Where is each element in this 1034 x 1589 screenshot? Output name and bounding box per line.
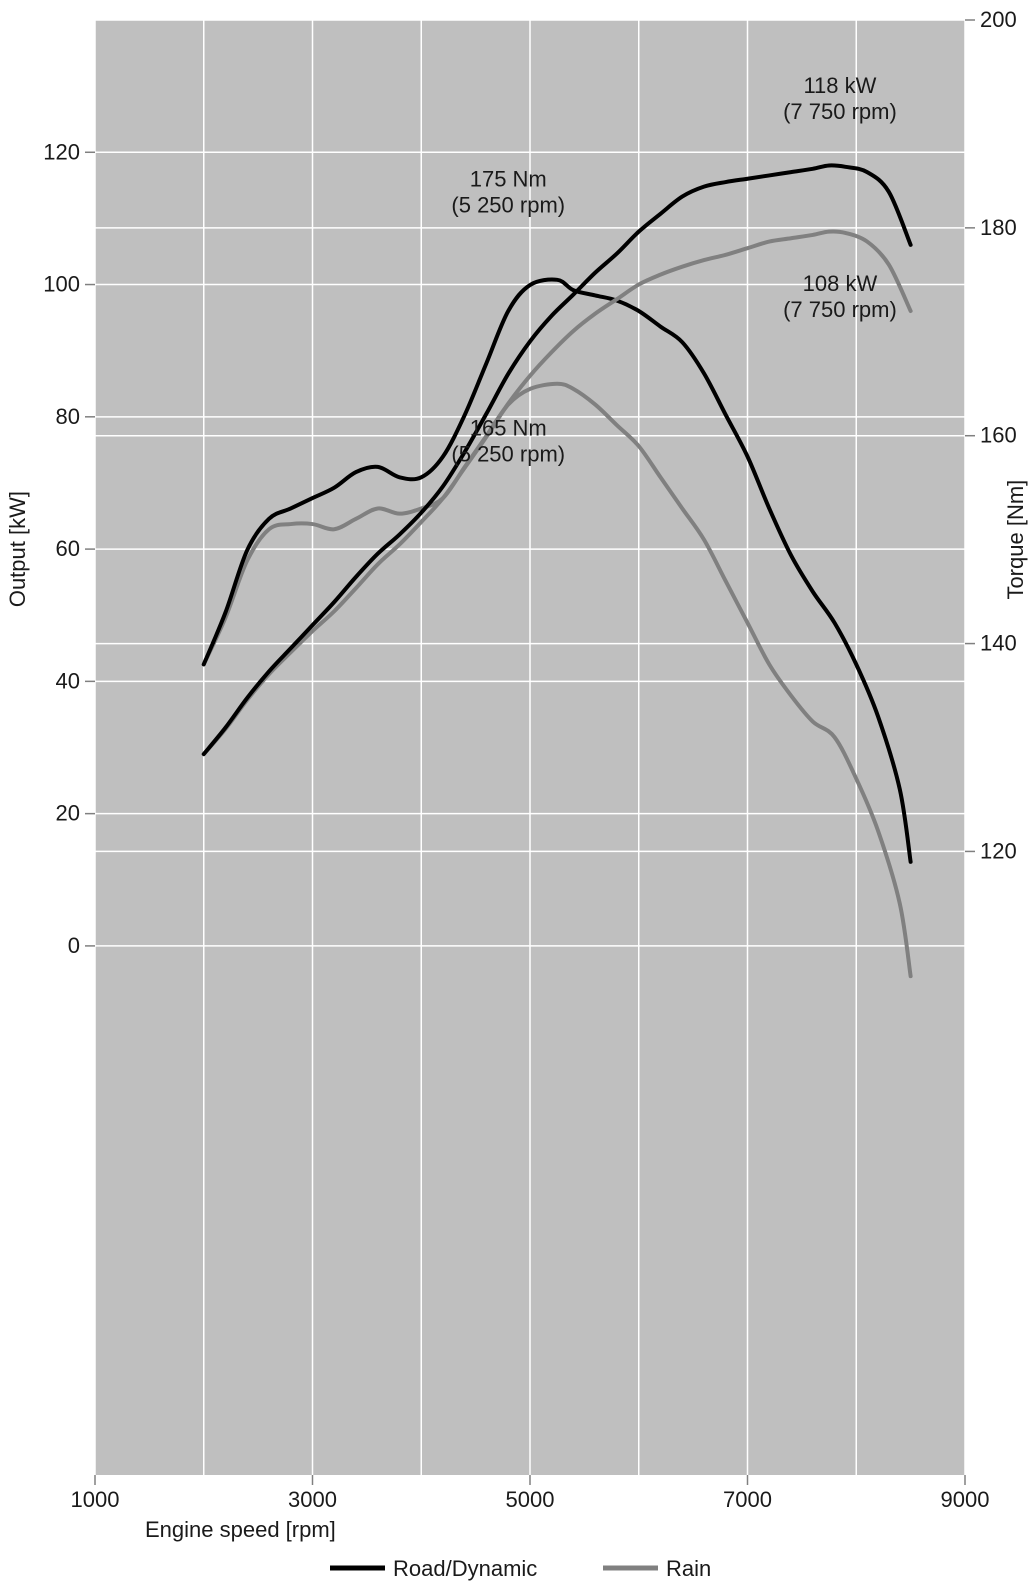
torque_rain_peak-line2: (5 250 rpm) (451, 442, 565, 467)
torque_rain_peak-line1: 165 Nm (470, 416, 547, 441)
y-left-tick-label: 100 (43, 272, 80, 297)
y-left-tick-label: 60 (56, 536, 80, 561)
y-left-tick-label: 120 (43, 139, 80, 164)
x-tick-label: 1000 (71, 1487, 120, 1512)
x-axis-label: Engine speed [rpm] (145, 1517, 336, 1542)
x-tick-label: 9000 (941, 1487, 990, 1512)
y-left-tick-label: 40 (56, 668, 80, 693)
output_road_peak-line1: 118 kW (803, 73, 876, 98)
engine-chart: 1000 3000 5000 7000 9000 0 20 40 60 80 100 120 120 14… (0, 0, 1034, 1589)
chart-container: 1000 3000 5000 7000 9000 0 20 40 60 80 100 120 120 14… (0, 0, 1034, 1589)
legend-label-1: Rain (666, 1556, 711, 1581)
y-right-tick-label: 140 (980, 631, 1017, 656)
y-left-axis-label: Output [kW] (5, 491, 30, 607)
y-left-tick-label: 0 (68, 933, 80, 958)
x-tick-label: 5000 (506, 1487, 555, 1512)
output_road_peak-line2: (7 750 rpm) (783, 99, 897, 124)
y-right-tick-label: 160 (980, 423, 1017, 448)
output_rain_peak-line2: (7 750 rpm) (783, 297, 897, 322)
output_rain_peak-line1: 108 kW (803, 271, 878, 296)
y-left-tick-label: 80 (56, 404, 80, 429)
y-right-tick-label: 120 (980, 838, 1017, 863)
x-tick-label: 7000 (723, 1487, 772, 1512)
torque_road_peak-line2: (5 250 rpm) (451, 192, 565, 217)
legend-label-0: Road/Dynamic (393, 1556, 537, 1581)
x-tick-label: 3000 (288, 1487, 337, 1512)
y-right-tick-label: 180 (980, 215, 1017, 240)
torque_road_peak-line1: 175 Nm (470, 166, 547, 191)
y-left-tick-label: 20 (56, 801, 80, 826)
y-right-axis-label: Torque [Nm] (1003, 480, 1028, 600)
y-right-tick-label: 200 (980, 7, 1017, 32)
